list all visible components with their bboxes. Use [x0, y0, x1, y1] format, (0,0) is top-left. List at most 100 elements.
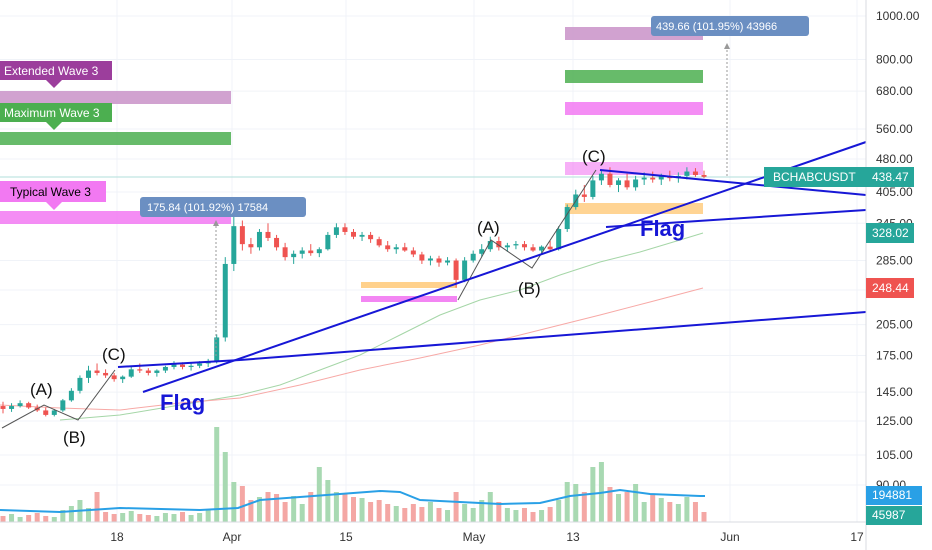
- extended-wave-3-label: Extended Wave 3: [0, 61, 112, 88]
- typical-wave-3-box-right: [565, 102, 703, 115]
- time-tick-label: 18: [110, 530, 124, 544]
- volume-bar: [667, 502, 673, 522]
- candle-body: [607, 173, 613, 185]
- volume-bar: [9, 514, 15, 522]
- orange-support-box-right: [565, 203, 703, 214]
- candle-body: [521, 244, 527, 248]
- candle-body: [197, 363, 203, 366]
- volume-bar: [34, 513, 40, 522]
- volume-bar: [325, 480, 331, 522]
- volume-bar: [368, 502, 374, 522]
- candle-body: [103, 372, 109, 376]
- candle-body: [624, 180, 630, 188]
- wave-label-c-1: (C): [102, 345, 126, 364]
- candle-body: [299, 250, 305, 254]
- candle-body: [85, 370, 91, 378]
- volume-bar: [564, 482, 570, 522]
- candle-body: [274, 237, 280, 248]
- volume-bar: [607, 487, 613, 522]
- maximum-wave-3-label: Maximum Wave 3: [0, 103, 112, 130]
- candle-body: [43, 410, 49, 415]
- volume-bar: [624, 492, 630, 522]
- volume-bar: [504, 508, 510, 522]
- volume-bar: [376, 500, 382, 522]
- measurement-label-1: 175.84 (101.92%) 17584: [140, 197, 306, 217]
- volume-bar: [684, 497, 690, 522]
- volume-bar: [470, 508, 476, 522]
- volume-bar: [162, 513, 168, 522]
- price-tag-ma-red-text: 248.44: [872, 281, 909, 295]
- candle-body: [325, 234, 331, 250]
- candles: [0, 167, 707, 417]
- candle-body: [556, 229, 562, 250]
- volume-bar: [85, 508, 91, 522]
- candle-body: [316, 249, 322, 254]
- candle-body: [462, 260, 468, 280]
- candle-body: [633, 179, 639, 188]
- price-tag-ma-red: 248.44: [866, 278, 914, 298]
- time-tick-label: Apr: [223, 530, 242, 544]
- volume-bar: [692, 502, 698, 522]
- volume-bar: [299, 504, 305, 522]
- candle-body: [410, 250, 416, 255]
- volume-bar: [496, 502, 502, 522]
- price-tick-label: 205.00: [876, 318, 913, 332]
- volume-bar: [436, 508, 442, 522]
- wave-label-a-2: (A): [477, 218, 500, 237]
- candle-body: [188, 365, 194, 367]
- price-tag-last: 438.47: [866, 167, 914, 187]
- candle-body: [692, 171, 698, 176]
- candle-body: [453, 260, 459, 280]
- candle-body: [701, 175, 707, 177]
- price-tick-label: 105.00: [876, 448, 913, 462]
- trendlines: [117, 141, 867, 393]
- volume-bar: [427, 502, 433, 522]
- wave-label-b-2: (B): [518, 279, 541, 298]
- candle-body: [145, 370, 151, 373]
- extended-wave-3-label-text: Extended Wave 3: [4, 64, 99, 78]
- volume-tag-ma: 194881: [866, 486, 922, 505]
- measurement-arrow-2: [724, 43, 730, 49]
- volume-bar: [556, 500, 562, 522]
- volume-bar: [171, 514, 177, 522]
- time-tick-label: May: [463, 530, 486, 544]
- volume-bar: [701, 512, 707, 522]
- volume-bar: [103, 512, 109, 522]
- typical-wave-3-box-right-2: [565, 162, 703, 175]
- candle-body: [342, 227, 348, 232]
- price-tick-label: 800.00: [876, 52, 913, 66]
- price-tick-label: 405.00: [876, 185, 913, 199]
- flag-label-2: Flag: [640, 216, 685, 241]
- candle-body: [120, 376, 126, 380]
- candle-body: [436, 258, 442, 263]
- volume-bar: [43, 516, 49, 522]
- candle-body: [564, 207, 570, 230]
- volume-bar: [393, 506, 399, 522]
- candle-body: [368, 234, 374, 240]
- price-tag-ma-green: 328.02: [866, 223, 914, 243]
- volume-bar: [573, 484, 579, 522]
- volume-bar: [26, 515, 32, 522]
- candle-body: [641, 177, 647, 180]
- volume-bar: [675, 504, 681, 522]
- symbol-label: BCHABCUSDT: [764, 167, 866, 187]
- measurement-label-2-text: 439.66 (101.95%) 43966: [656, 21, 777, 33]
- volume-bar: [0, 516, 6, 522]
- volume-bar: [180, 512, 186, 522]
- candle-body: [180, 364, 186, 367]
- volume-bar: [658, 498, 664, 522]
- time-tick-label: 15: [339, 530, 353, 544]
- symbol-label-text: BCHABCUSDT: [773, 170, 856, 184]
- wave-label-b-1: (B): [63, 428, 86, 447]
- candle-body: [308, 250, 314, 254]
- maximum-wave-3-box-right: [565, 70, 703, 83]
- horizontal-gridlines: [0, 15, 866, 486]
- time-tick-label: Jun: [720, 530, 739, 544]
- volume-bar: [453, 492, 459, 522]
- volume-bar: [120, 513, 126, 522]
- volume-bar: [68, 506, 74, 522]
- orange-support-box-mid: [361, 282, 457, 288]
- volume-bar: [291, 496, 297, 522]
- volume-bar: [51, 517, 57, 522]
- candle-body: [239, 226, 245, 245]
